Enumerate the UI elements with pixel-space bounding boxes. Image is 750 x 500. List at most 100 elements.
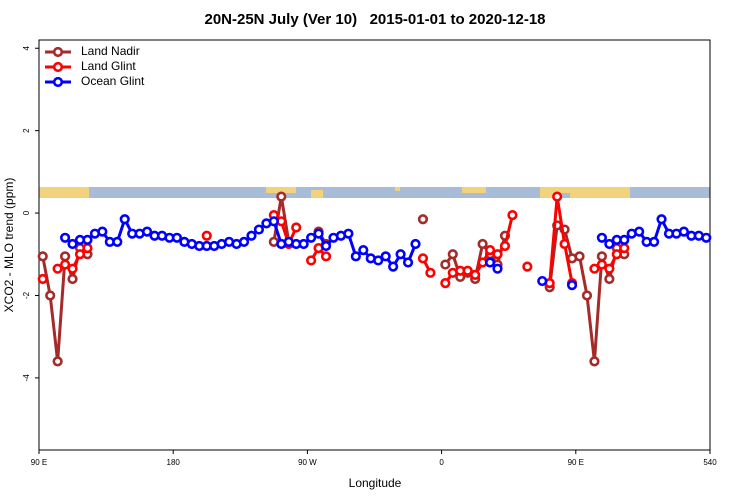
legend-label: Ocean Glint — [81, 74, 145, 88]
x-tick-label: 0 — [439, 458, 444, 467]
data-point — [425, 267, 436, 278]
data-point — [447, 249, 458, 260]
data-point — [246, 230, 257, 241]
data-point — [112, 236, 123, 248]
data-point — [566, 280, 578, 291]
data-point — [604, 238, 615, 250]
data-point — [596, 232, 607, 243]
legend-marker — [52, 61, 64, 73]
x-tick-label: 180 — [167, 458, 181, 467]
data-point — [440, 278, 451, 289]
map-strip — [39, 187, 710, 198]
data-point — [37, 273, 48, 285]
y-tick-label: -2 — [22, 291, 31, 299]
x-tick-label: 540 — [703, 458, 717, 467]
data-point — [417, 253, 429, 264]
data-point — [484, 257, 496, 268]
data-point — [74, 249, 86, 260]
data-point — [589, 356, 600, 367]
x-axis-label: Longitude — [349, 476, 402, 490]
data-point — [97, 226, 108, 237]
x-tick-label: 90 E — [568, 458, 584, 467]
data-point — [343, 228, 354, 239]
data-point — [589, 263, 600, 274]
data-point — [37, 251, 48, 262]
chart-title: 20N-25N July (Ver 10) 2015-01-01 to 2020… — [204, 11, 545, 28]
data-point — [440, 259, 451, 270]
data-point — [596, 251, 607, 262]
data-point — [492, 249, 503, 260]
data-point — [559, 238, 570, 250]
data-point — [276, 191, 287, 202]
y-tick-label: 2 — [22, 128, 31, 133]
data-point — [350, 251, 361, 262]
data-point — [253, 224, 265, 235]
data-point — [596, 259, 607, 270]
y-axis-label: XCO2 - MLO trend (ppm) — [2, 178, 16, 313]
data-point — [52, 263, 63, 274]
data-point — [552, 191, 563, 202]
y-tick-label: 0 — [22, 210, 31, 215]
data-point — [171, 232, 183, 243]
data-point — [82, 242, 93, 254]
y-tick-label: -4 — [22, 374, 31, 382]
plot-frame — [38, 39, 711, 451]
legend-marker — [52, 76, 64, 88]
x-tick-label: 90 E — [31, 458, 47, 467]
data-point — [574, 251, 585, 262]
data-point — [67, 263, 78, 274]
data-point — [119, 214, 130, 225]
data-point — [358, 245, 369, 256]
y-tick-label: 4 — [22, 45, 31, 50]
data-point — [388, 261, 399, 272]
data-point — [313, 228, 324, 239]
data-point — [67, 273, 78, 285]
data-point — [373, 255, 384, 266]
data-point — [619, 242, 630, 254]
x-tick-label: 90 W — [298, 458, 317, 467]
data-point — [291, 222, 302, 233]
data-point — [611, 249, 622, 260]
data-point — [320, 240, 332, 252]
data-point — [45, 290, 56, 301]
data-point — [298, 238, 309, 250]
data-point — [648, 236, 660, 248]
data-point — [201, 230, 212, 241]
data-point — [82, 234, 93, 245]
data-point — [499, 240, 511, 252]
data-point — [142, 226, 153, 237]
legend-label: Land Nadir — [81, 44, 140, 58]
data-point — [656, 214, 667, 225]
data-point — [477, 238, 488, 250]
data-point — [604, 273, 615, 285]
data-point — [701, 232, 712, 243]
legend-marker — [52, 46, 64, 58]
data-point — [306, 255, 317, 266]
data-point — [581, 290, 593, 301]
data-point — [320, 251, 332, 262]
legend-label: Land Glint — [81, 59, 136, 73]
data-point — [410, 238, 421, 250]
data-point — [678, 226, 690, 237]
data-point — [380, 251, 391, 262]
series-line — [41, 196, 626, 362]
data-point — [59, 251, 71, 262]
data-point — [417, 214, 429, 225]
data-point — [634, 226, 645, 237]
data-point — [59, 232, 71, 243]
data-point — [470, 269, 481, 280]
data-point — [268, 216, 279, 227]
data-point — [484, 245, 496, 256]
data-point — [306, 232, 317, 243]
data-point — [462, 265, 473, 276]
data-point — [402, 257, 414, 268]
data-point — [67, 238, 78, 250]
data-point — [59, 259, 71, 270]
data-point — [238, 236, 250, 248]
data-point — [604, 263, 615, 274]
data-point — [522, 261, 533, 272]
data-point — [619, 234, 630, 245]
data-point — [507, 210, 518, 221]
data-point — [537, 275, 548, 287]
